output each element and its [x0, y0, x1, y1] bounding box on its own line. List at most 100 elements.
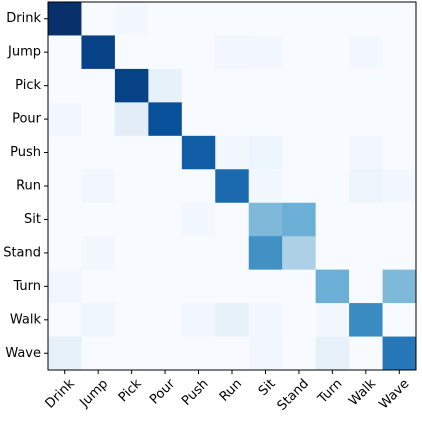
- x-tick-label: Walk: [346, 376, 379, 409]
- heatmap-cell: [181, 202, 216, 237]
- heatmap-cell: [248, 269, 283, 304]
- heatmap-cell: [114, 303, 149, 337]
- heatmap-cell: [148, 303, 183, 337]
- heatmap-cell: [148, 269, 183, 304]
- heatmap-cell: [248, 2, 283, 36]
- heatmap-cell: [315, 236, 350, 271]
- heatmap-cell: [81, 202, 116, 237]
- heatmap-cell: [181, 102, 216, 137]
- heatmap-cell: [181, 269, 216, 304]
- y-tick-label: Walk: [10, 312, 42, 327]
- heatmap-cell: [315, 169, 350, 204]
- heatmap-cell: [114, 169, 149, 204]
- heatmap-cell: [282, 135, 317, 170]
- heatmap-cell: [148, 135, 183, 170]
- heatmap-cell: [215, 269, 250, 304]
- heatmap-cell: [81, 102, 116, 137]
- heatmap-cell: [248, 169, 283, 204]
- y-tick-label: Wave: [5, 346, 41, 361]
- heatmap-cell: [315, 269, 350, 304]
- heatmap-cell: [282, 236, 317, 271]
- y-tick-label: Run: [16, 179, 41, 194]
- heatmap-cell: [282, 169, 317, 204]
- heatmap-cell: [282, 202, 317, 237]
- heatmap-cell: [81, 303, 116, 337]
- heatmap-cell: [148, 336, 183, 371]
- heatmap-cell: [48, 236, 82, 271]
- heatmap-cell: [181, 68, 216, 103]
- heatmap-cell: [215, 68, 250, 103]
- heatmap-cell: [282, 68, 317, 103]
- x-tick-label: Push: [179, 376, 211, 408]
- heatmap-cell: [215, 236, 250, 271]
- heatmap-cell: [349, 2, 383, 36]
- heatmap-cell: [215, 35, 250, 70]
- heatmap-cell: [48, 303, 82, 337]
- heatmap-cell: [81, 169, 116, 204]
- heatmap-cell: [282, 269, 317, 304]
- heatmap-cell: [215, 336, 250, 371]
- x-tick-label: Jump: [77, 376, 112, 411]
- heatmap-cell: [81, 2, 116, 36]
- heatmap-cell: [148, 68, 183, 103]
- x-tick-label: Run: [217, 376, 245, 404]
- heatmap-cell: [181, 236, 216, 271]
- heatmap-cell: [181, 2, 216, 36]
- heatmap-cell: [114, 269, 149, 304]
- heatmap-cell: [248, 336, 283, 371]
- heatmap-cell: [382, 303, 417, 337]
- x-tick-label: Pick: [116, 376, 145, 405]
- heatmap-cell: [248, 68, 283, 103]
- heatmap-cell: [315, 135, 350, 170]
- x-tick-label: Pour: [147, 376, 179, 408]
- heatmap-cell: [382, 202, 417, 237]
- heatmap-cell: [48, 102, 82, 137]
- heatmap-cell: [81, 135, 116, 170]
- heatmap-cell: [81, 336, 116, 371]
- heatmap-cell: [215, 303, 250, 337]
- heatmap-cell: [114, 68, 149, 103]
- y-axis: Drink Jump Pick Pour Push Run Sit Stand Turn Walk…: [3, 11, 48, 361]
- heatmap-cell: [148, 202, 183, 237]
- heatmap-cell: [349, 102, 383, 137]
- heatmap-cell: [349, 135, 383, 170]
- heatmap-cell: [248, 202, 283, 237]
- heatmap-cell: [181, 303, 216, 337]
- heatmap-cell: [114, 102, 149, 137]
- heatmap-cell: [349, 236, 383, 271]
- heatmap-cell: [148, 102, 183, 137]
- heatmap-cell: [382, 236, 417, 271]
- heatmap-cell: [349, 35, 383, 70]
- heatmap-cell: [382, 269, 417, 304]
- x-tick-label: Stand: [275, 376, 312, 413]
- heatmap-cell: [248, 135, 283, 170]
- heatmap-cell: [215, 202, 250, 237]
- heatmap-cell: [248, 35, 283, 70]
- heatmap-cell: [215, 169, 250, 204]
- heatmap-cells: [48, 2, 417, 371]
- heatmap-cell: [81, 269, 116, 304]
- heatmap-cell: [282, 35, 317, 70]
- heatmap-cell: [48, 135, 82, 170]
- heatmap-cell: [349, 336, 383, 371]
- heatmap-cell: [315, 336, 350, 371]
- y-tick-label: Sit: [24, 212, 41, 227]
- heatmap-cell: [315, 68, 350, 103]
- heatmap-cell: [181, 336, 216, 371]
- heatmap-cell: [114, 2, 149, 36]
- heatmap-cell: [382, 135, 417, 170]
- heatmap-cell: [181, 169, 216, 204]
- heatmap-cell: [349, 169, 383, 204]
- heatmap-cell: [282, 2, 317, 36]
- y-tick-label: Stand: [3, 245, 41, 260]
- heatmap-cell: [315, 102, 350, 137]
- heatmap-cell: [248, 303, 283, 337]
- heatmap-cell: [48, 202, 82, 237]
- heatmap-cell: [382, 336, 417, 371]
- y-tick-label: Pour: [12, 112, 42, 127]
- heatmap-cell: [148, 169, 183, 204]
- y-tick-label: Push: [10, 145, 41, 160]
- heatmap-cell: [315, 202, 350, 237]
- heatmap-cell: [215, 135, 250, 170]
